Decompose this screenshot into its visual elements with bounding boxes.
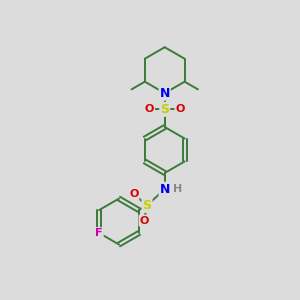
Text: O: O <box>175 104 185 114</box>
Text: F: F <box>95 228 103 238</box>
Text: N: N <box>160 183 170 196</box>
Text: H: H <box>173 184 183 194</box>
Text: N: N <box>160 87 170 100</box>
Text: S: S <box>160 103 169 116</box>
Text: S: S <box>142 199 152 212</box>
Text: O: O <box>129 189 139 199</box>
Text: O: O <box>145 104 154 114</box>
Text: O: O <box>140 216 149 226</box>
